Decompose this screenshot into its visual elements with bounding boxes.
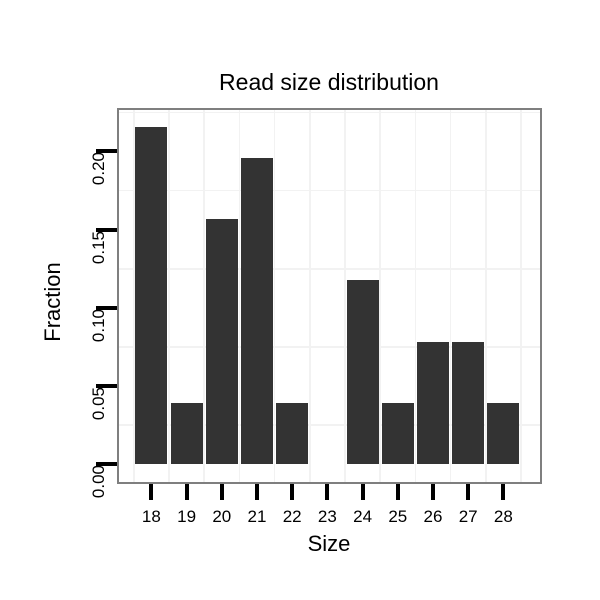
minor-gridline-vertical [309, 110, 311, 482]
x-tick-label: 18 [141, 507, 161, 526]
plot-panel [117, 108, 542, 484]
bar-size-21 [240, 157, 273, 465]
minor-gridline-vertical [168, 110, 170, 482]
minor-gridline-vertical [203, 110, 205, 482]
bar-size-20 [205, 218, 238, 465]
x-tick-label: 26 [423, 507, 443, 526]
minor-gridline-horizontal [119, 424, 540, 426]
x-tick-mark [395, 484, 400, 500]
minor-gridline-horizontal [119, 111, 540, 114]
x-tick-mark [290, 484, 295, 500]
x-tick-label: 21 [247, 507, 267, 526]
x-tick-label: 22 [282, 507, 302, 526]
x-tick-mark [149, 484, 154, 500]
bar-size-22 [276, 403, 309, 465]
y-tick-mark [96, 149, 117, 154]
chart-title: Read size distribution [219, 69, 439, 95]
x-axis-title: Size [307, 531, 351, 556]
bar-size-24 [346, 280, 379, 465]
x-tick-mark [184, 484, 189, 500]
x-tick-mark [219, 484, 224, 500]
bar-size-25 [381, 403, 414, 465]
x-tick-label: 23 [317, 507, 337, 526]
y-tick-mark [96, 384, 117, 389]
x-tick-mark [254, 484, 259, 500]
y-tick-mark [96, 462, 117, 467]
x-tick-mark [430, 484, 435, 500]
minor-gridline-horizontal [119, 268, 540, 270]
minor-gridline-vertical [133, 110, 135, 482]
minor-gridline-vertical [414, 110, 417, 482]
x-tick-label: 20 [212, 507, 232, 526]
x-tick-mark [325, 484, 330, 500]
x-tick-label: 28 [493, 507, 513, 526]
y-tick-label: 0.05 [89, 387, 108, 421]
minor-gridline-horizontal [119, 189, 540, 192]
minor-gridline-vertical [379, 110, 381, 482]
y-tick-label: 0.10 [89, 308, 108, 342]
y-tick-mark [96, 227, 117, 232]
y-tick-label: 0.00 [89, 465, 108, 499]
x-tick-label: 27 [458, 507, 478, 526]
minor-gridline-vertical [344, 110, 346, 482]
minor-gridline-vertical [485, 110, 487, 482]
minor-gridline-vertical [273, 110, 276, 482]
minor-gridline-vertical [238, 110, 241, 482]
bar-size-19 [170, 403, 203, 465]
y-tick-label: 0.15 [89, 230, 108, 264]
minor-gridline-horizontal [119, 346, 540, 348]
y-axis-title: Fraction [40, 262, 65, 342]
x-tick-mark [501, 484, 506, 500]
x-tick-label: 19 [177, 507, 197, 526]
x-tick-mark [360, 484, 365, 500]
x-tick-mark [466, 484, 471, 500]
bar-size-18 [135, 126, 168, 465]
minor-gridline-vertical [520, 110, 522, 482]
x-tick-label: 25 [388, 507, 408, 526]
minor-gridline-vertical [449, 110, 452, 482]
bar-size-28 [487, 403, 520, 465]
x-tick-label: 24 [353, 507, 373, 526]
y-tick-mark [96, 305, 117, 310]
bar-size-27 [452, 341, 485, 465]
y-tick-label: 0.20 [89, 152, 108, 186]
bar-size-26 [416, 341, 449, 465]
